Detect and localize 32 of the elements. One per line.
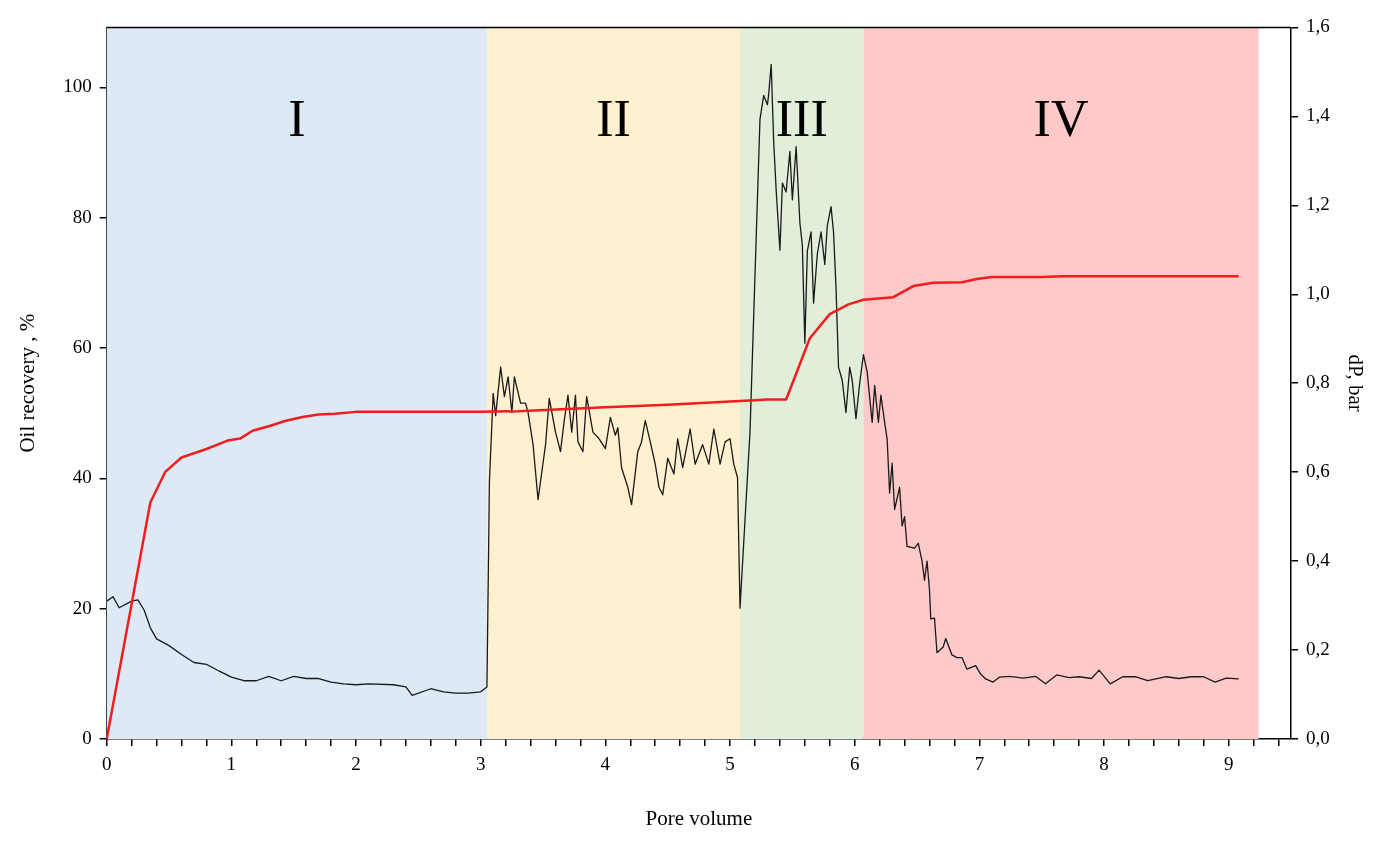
y2-tick-label: 1,4 (1306, 104, 1331, 126)
y2-tick-label: 1,0 (1306, 282, 1330, 304)
y2-tick-label: 0,4 (1306, 549, 1331, 571)
y-tick-label: 100 (63, 75, 92, 97)
y-axis-title: Oil recovery , % (15, 313, 40, 453)
band-label: I (288, 90, 306, 148)
x-tick-label: 0 (101, 753, 112, 775)
y-tick-label: 20 (72, 596, 92, 618)
x-tick-label: 9 (1223, 753, 1234, 775)
x-axis-title: Pore volume (645, 805, 753, 830)
x-tick-label: 8 (1099, 753, 1109, 775)
x-tick-label: 3 (475, 753, 486, 775)
y-tick-label: 40 (72, 466, 92, 488)
x-tick-label: 6 (849, 753, 860, 775)
y2-axis-title: dP, bar (1343, 354, 1368, 412)
x-tick-label: 1 (226, 753, 237, 775)
x-tick-label: 2 (351, 753, 361, 775)
y2-tick-label: 1,6 (1306, 15, 1330, 37)
band-label: III (775, 90, 828, 148)
band-label: II (596, 90, 631, 148)
y-tick-label: 60 (72, 336, 92, 357)
y-tick-label: 80 (72, 205, 92, 227)
y2-tick-label: 0,8 (1306, 371, 1330, 393)
y-tick-label: 0 (82, 726, 92, 748)
y2-tick-label: 0,6 (1306, 460, 1330, 482)
y2-tick-label: 1,2 (1306, 193, 1330, 215)
x-tick-label: 7 (974, 753, 985, 775)
x-tick-label: 5 (725, 753, 735, 775)
band-label: IV (1033, 90, 1089, 148)
y2-tick-label: 0,2 (1306, 638, 1330, 660)
x-tick-label: 4 (600, 753, 611, 775)
y2-tick-label: 0,0 (1306, 726, 1330, 748)
